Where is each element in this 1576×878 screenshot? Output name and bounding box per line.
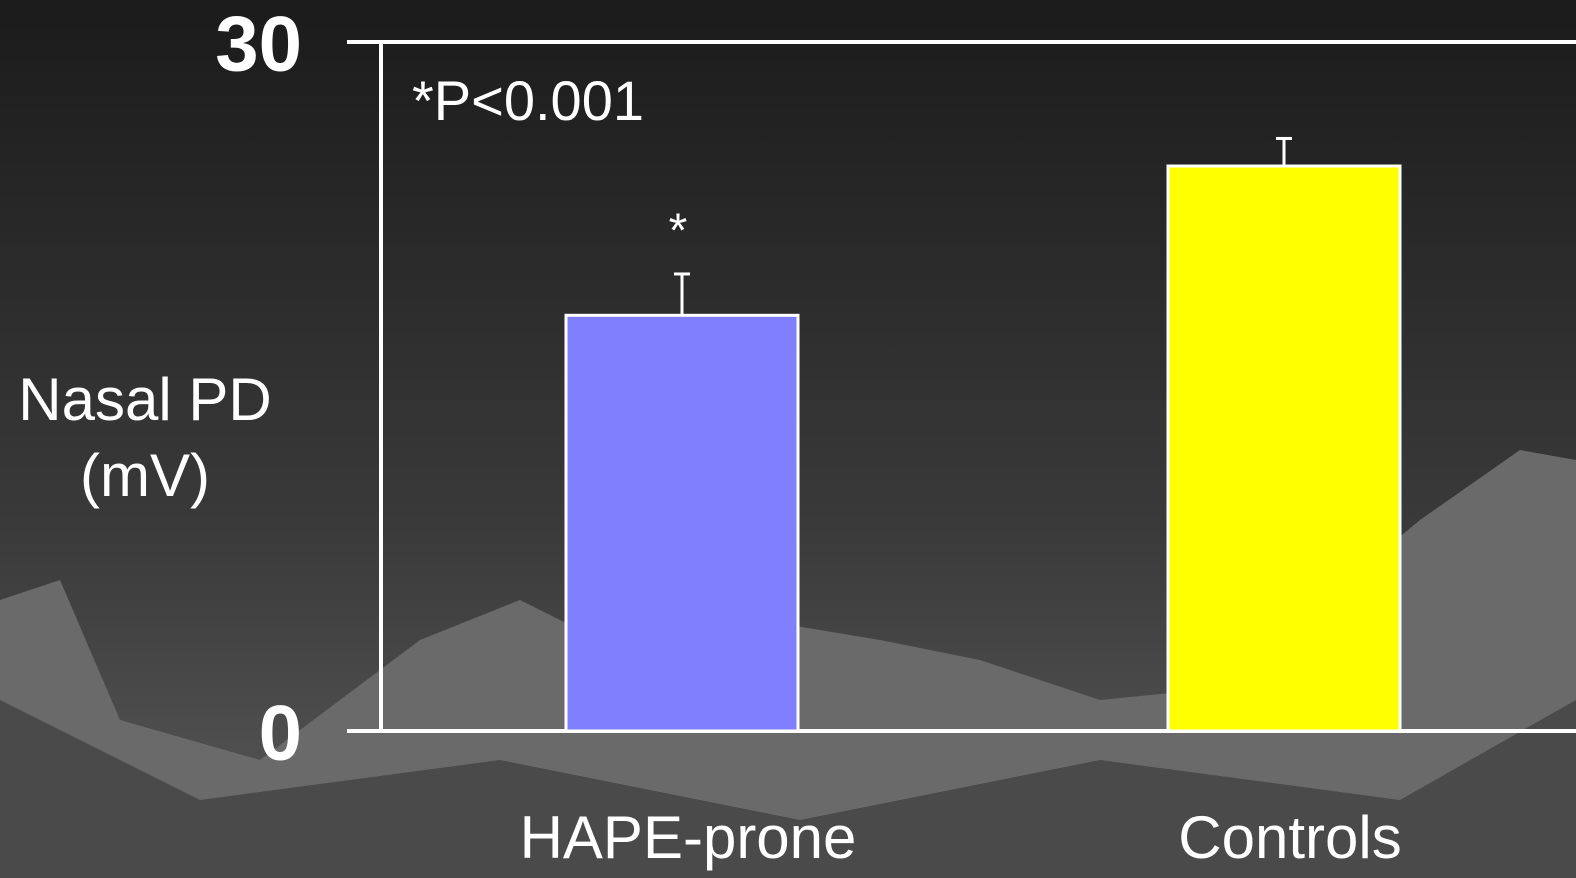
bar xyxy=(1168,166,1400,731)
x-tick-label: Controls xyxy=(1178,804,1401,871)
annotation: *P<0.001 xyxy=(412,69,644,132)
y-tick-label: 0 xyxy=(259,689,302,777)
slide: *P<0.001 0 30 HAPE-prone * Controls Nasal PD… xyxy=(0,0,1576,878)
bar xyxy=(566,315,798,731)
x-tick-label: HAPE-prone xyxy=(520,804,857,871)
y-tick-label: 30 xyxy=(215,0,302,88)
significance-mark: * xyxy=(669,205,688,258)
y-axis-label: Nasal PD (mV) xyxy=(0,362,290,514)
